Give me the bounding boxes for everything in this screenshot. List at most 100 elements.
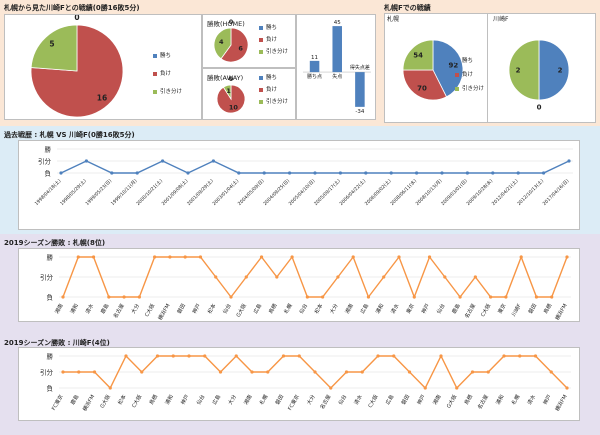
x-tick-label: 東京 — [404, 302, 416, 315]
legend-label: 勝ち — [462, 58, 474, 64]
data-point — [470, 370, 475, 374]
legend-swatch — [259, 25, 263, 30]
legend-swatch — [455, 72, 459, 77]
away-data-label: 10 — [229, 103, 239, 111]
data-point — [440, 171, 444, 175]
overall-pie-chart: 0 16 5 — [30, 13, 124, 118]
goal-diff-panel: 11 勝ち点 45 失点 -34 得失点差 — [296, 14, 376, 120]
sapporo-slice-2 — [402, 39, 434, 71]
data-point — [360, 370, 364, 374]
x-tick-label: 広島 — [210, 393, 222, 406]
home-legend-loss: 負け — [259, 35, 277, 43]
bar-category-label: 勝ち点 — [307, 73, 322, 80]
legend-swatch — [259, 37, 263, 42]
x-tick-label: 清水 — [83, 301, 96, 315]
data-point — [92, 370, 97, 374]
sapporo-pie-title: 札幌 — [387, 16, 400, 23]
x-tick-label: 神戸 — [419, 302, 431, 315]
x-tick-label: 広島 — [383, 393, 395, 406]
x-tick-label: 鹿島 — [98, 302, 110, 315]
x-tick-label: 2001/09/08(土) — [160, 177, 190, 207]
legend-swatch — [153, 89, 157, 94]
x-tick-label: FC東京 — [49, 393, 64, 412]
x-tick-label: 2006/09/02(土) — [363, 177, 393, 207]
x-tick-label: 広島 — [358, 302, 370, 315]
x-tick-label: 清水 — [525, 392, 538, 406]
x-tick-label: 仙台 — [336, 393, 348, 406]
sapporo-season-line-chart: 負引分勝湘南 浦和 清水 鹿島 名古屋 大分 C大阪 横浜FM 磐田 神戸 松本 仙台 G大阪 広島 鳥栖札… — [40, 253, 571, 321]
x-tick-label: 横浜FM — [80, 393, 96, 412]
bar-category-label: 得失点差 — [350, 64, 370, 71]
data-point — [211, 159, 215, 163]
legend-swatch — [455, 86, 459, 91]
legend-label: 引き分け — [160, 89, 183, 95]
data-point — [321, 295, 325, 299]
data-point — [423, 386, 427, 390]
y-tick-label: 引分 — [40, 273, 54, 282]
data-point — [313, 171, 317, 175]
away-data-label: 1 — [226, 87, 231, 95]
data-point — [108, 386, 112, 390]
panel-divider — [487, 14, 488, 122]
x-tick-label: 湘南 — [431, 393, 443, 406]
legend-label: 引き分け — [266, 99, 289, 105]
data-point — [455, 386, 459, 390]
x-tick-label: 2009/03/01(日) — [440, 178, 469, 207]
data-point — [171, 354, 175, 358]
series-line — [60, 160, 570, 174]
y-tick-label: 負 — [45, 169, 52, 178]
bar-0 — [309, 60, 320, 73]
sapporo-season-panel: 負引分勝湘南 浦和 清水 鹿島 名古屋 大分 C大阪 横浜FM 磐田 神戸 松本 仙台 G大阪 広島 鳥栖札… — [18, 248, 580, 322]
data-point — [275, 275, 279, 279]
legend-swatch — [153, 53, 157, 58]
data-point — [290, 255, 294, 259]
data-point — [443, 275, 447, 279]
data-point — [198, 255, 203, 259]
data-point — [214, 275, 218, 279]
data-point — [502, 354, 506, 358]
data-point — [415, 171, 419, 175]
data-point — [534, 295, 539, 299]
x-tick-label: 鹿島 — [68, 393, 80, 406]
kawasaki-slice-0 — [538, 39, 570, 101]
kawasaki-slice-2 — [508, 39, 540, 101]
x-tick-label: 2005/09/17(土) — [312, 177, 342, 207]
bar-value-label: -34 — [355, 109, 364, 115]
data-point — [91, 255, 96, 259]
data-point — [542, 171, 546, 175]
data-point — [122, 295, 126, 299]
history-title: 過去戦歴 : 札幌 VS 川崎F(0勝16敗5分) — [4, 131, 135, 139]
kawasaki-data-label: 2 — [516, 66, 521, 74]
away-data-label: 0 — [229, 75, 234, 83]
x-tick-label: G大阪 — [234, 302, 248, 318]
data-point — [107, 295, 111, 299]
data-point — [382, 275, 386, 279]
home-slice-1 — [220, 27, 249, 63]
away-pie-chart: 0 10 1 — [216, 75, 246, 114]
overall-legend-loss: 負け — [153, 69, 171, 77]
legend-swatch — [259, 49, 263, 54]
x-tick-label: 神戸 — [190, 302, 202, 315]
venue-legend-draw: 引き分け — [455, 84, 484, 92]
x-tick-label: 磐田 — [399, 393, 411, 406]
data-point — [305, 295, 309, 299]
data-point — [244, 275, 248, 279]
sapporo-season-title: 2019シーズン勝敗 : 札幌(8位) — [4, 239, 106, 247]
data-point — [124, 354, 128, 358]
data-point — [250, 370, 254, 374]
data-point — [489, 295, 493, 299]
data-point — [392, 354, 396, 358]
sapporo-slice-1 — [402, 69, 448, 101]
x-tick-label: 鳥栖 — [462, 393, 474, 406]
home-pie-title: 勝敗(HOME) — [207, 20, 245, 28]
data-point — [186, 171, 190, 175]
x-tick-label: 札幌 — [282, 301, 295, 315]
history-line-chart: 負 引分 勝 1998/04/18(土)1998/05/29(土)1999/05/23… — [33, 145, 573, 207]
data-point — [229, 295, 233, 299]
data-point — [550, 295, 554, 299]
data-point — [281, 354, 286, 358]
bar-value-label: 45 — [334, 20, 341, 26]
overall-data-label: 0 — [74, 15, 79, 22]
x-tick-label: 鳥栖 — [541, 302, 553, 315]
